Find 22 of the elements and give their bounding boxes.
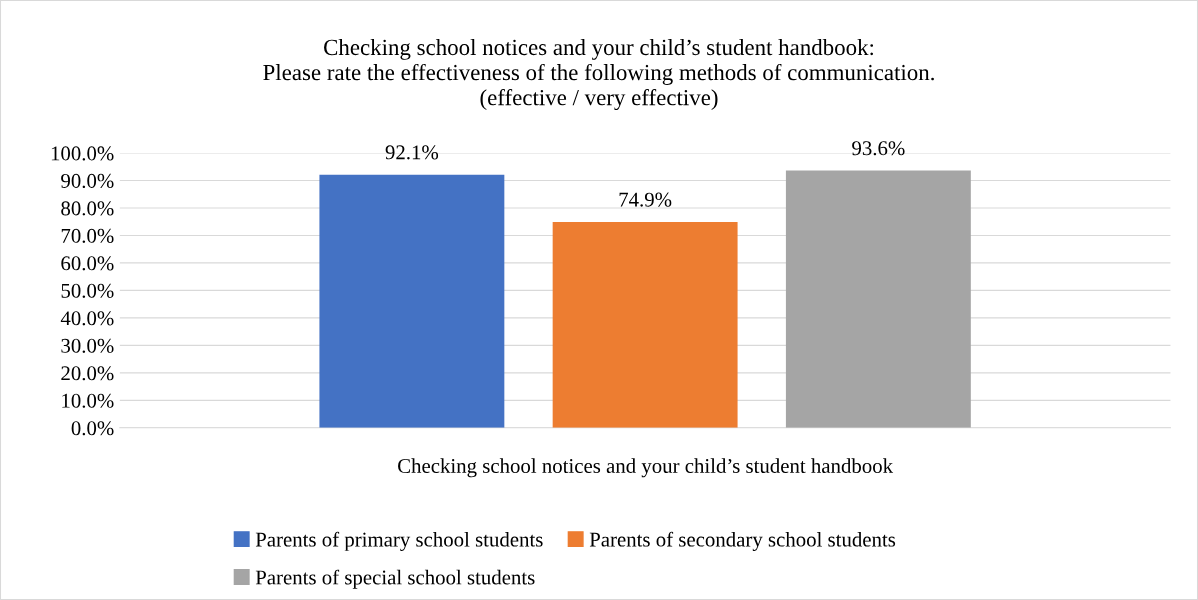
data-label: 93.6% [852,141,905,156]
y-tick-label: 30.0% [61,338,114,353]
y-tick-label: 0.0% [71,421,114,436]
x-tick-label: Checking school notices and your child’s student handbook [398,458,894,478]
y-tick-label: 60.0% [61,256,114,271]
y-tick-label: 100.0% [51,146,114,161]
data-label: 74.9% [619,192,672,207]
data-label: 92.1% [385,145,439,160]
y-tick-label: 10.0% [62,393,114,408]
y-tick-label: 20.0% [61,366,114,381]
y-tick-label: 90.0% [61,173,114,188]
legend-label: Parents of secondary school students [589,531,896,551]
y-tick-label: 70.0% [61,228,114,243]
bar [552,221,738,428]
bar [319,174,505,428]
y-tick-label: 50.0% [61,283,114,298]
legend-label: Parents of special school students [255,569,535,589]
y-tick-label: 40.0% [60,311,114,326]
chart-title: Checking school notices and your child’s student handbook: Please rate the effectiveness of the following methods of communication. (effective / very effective) [263,39,934,111]
legend-label: Parents of primary school students [255,531,543,551]
bar [785,170,971,428]
y-tick-label: 80.0% [61,201,114,216]
